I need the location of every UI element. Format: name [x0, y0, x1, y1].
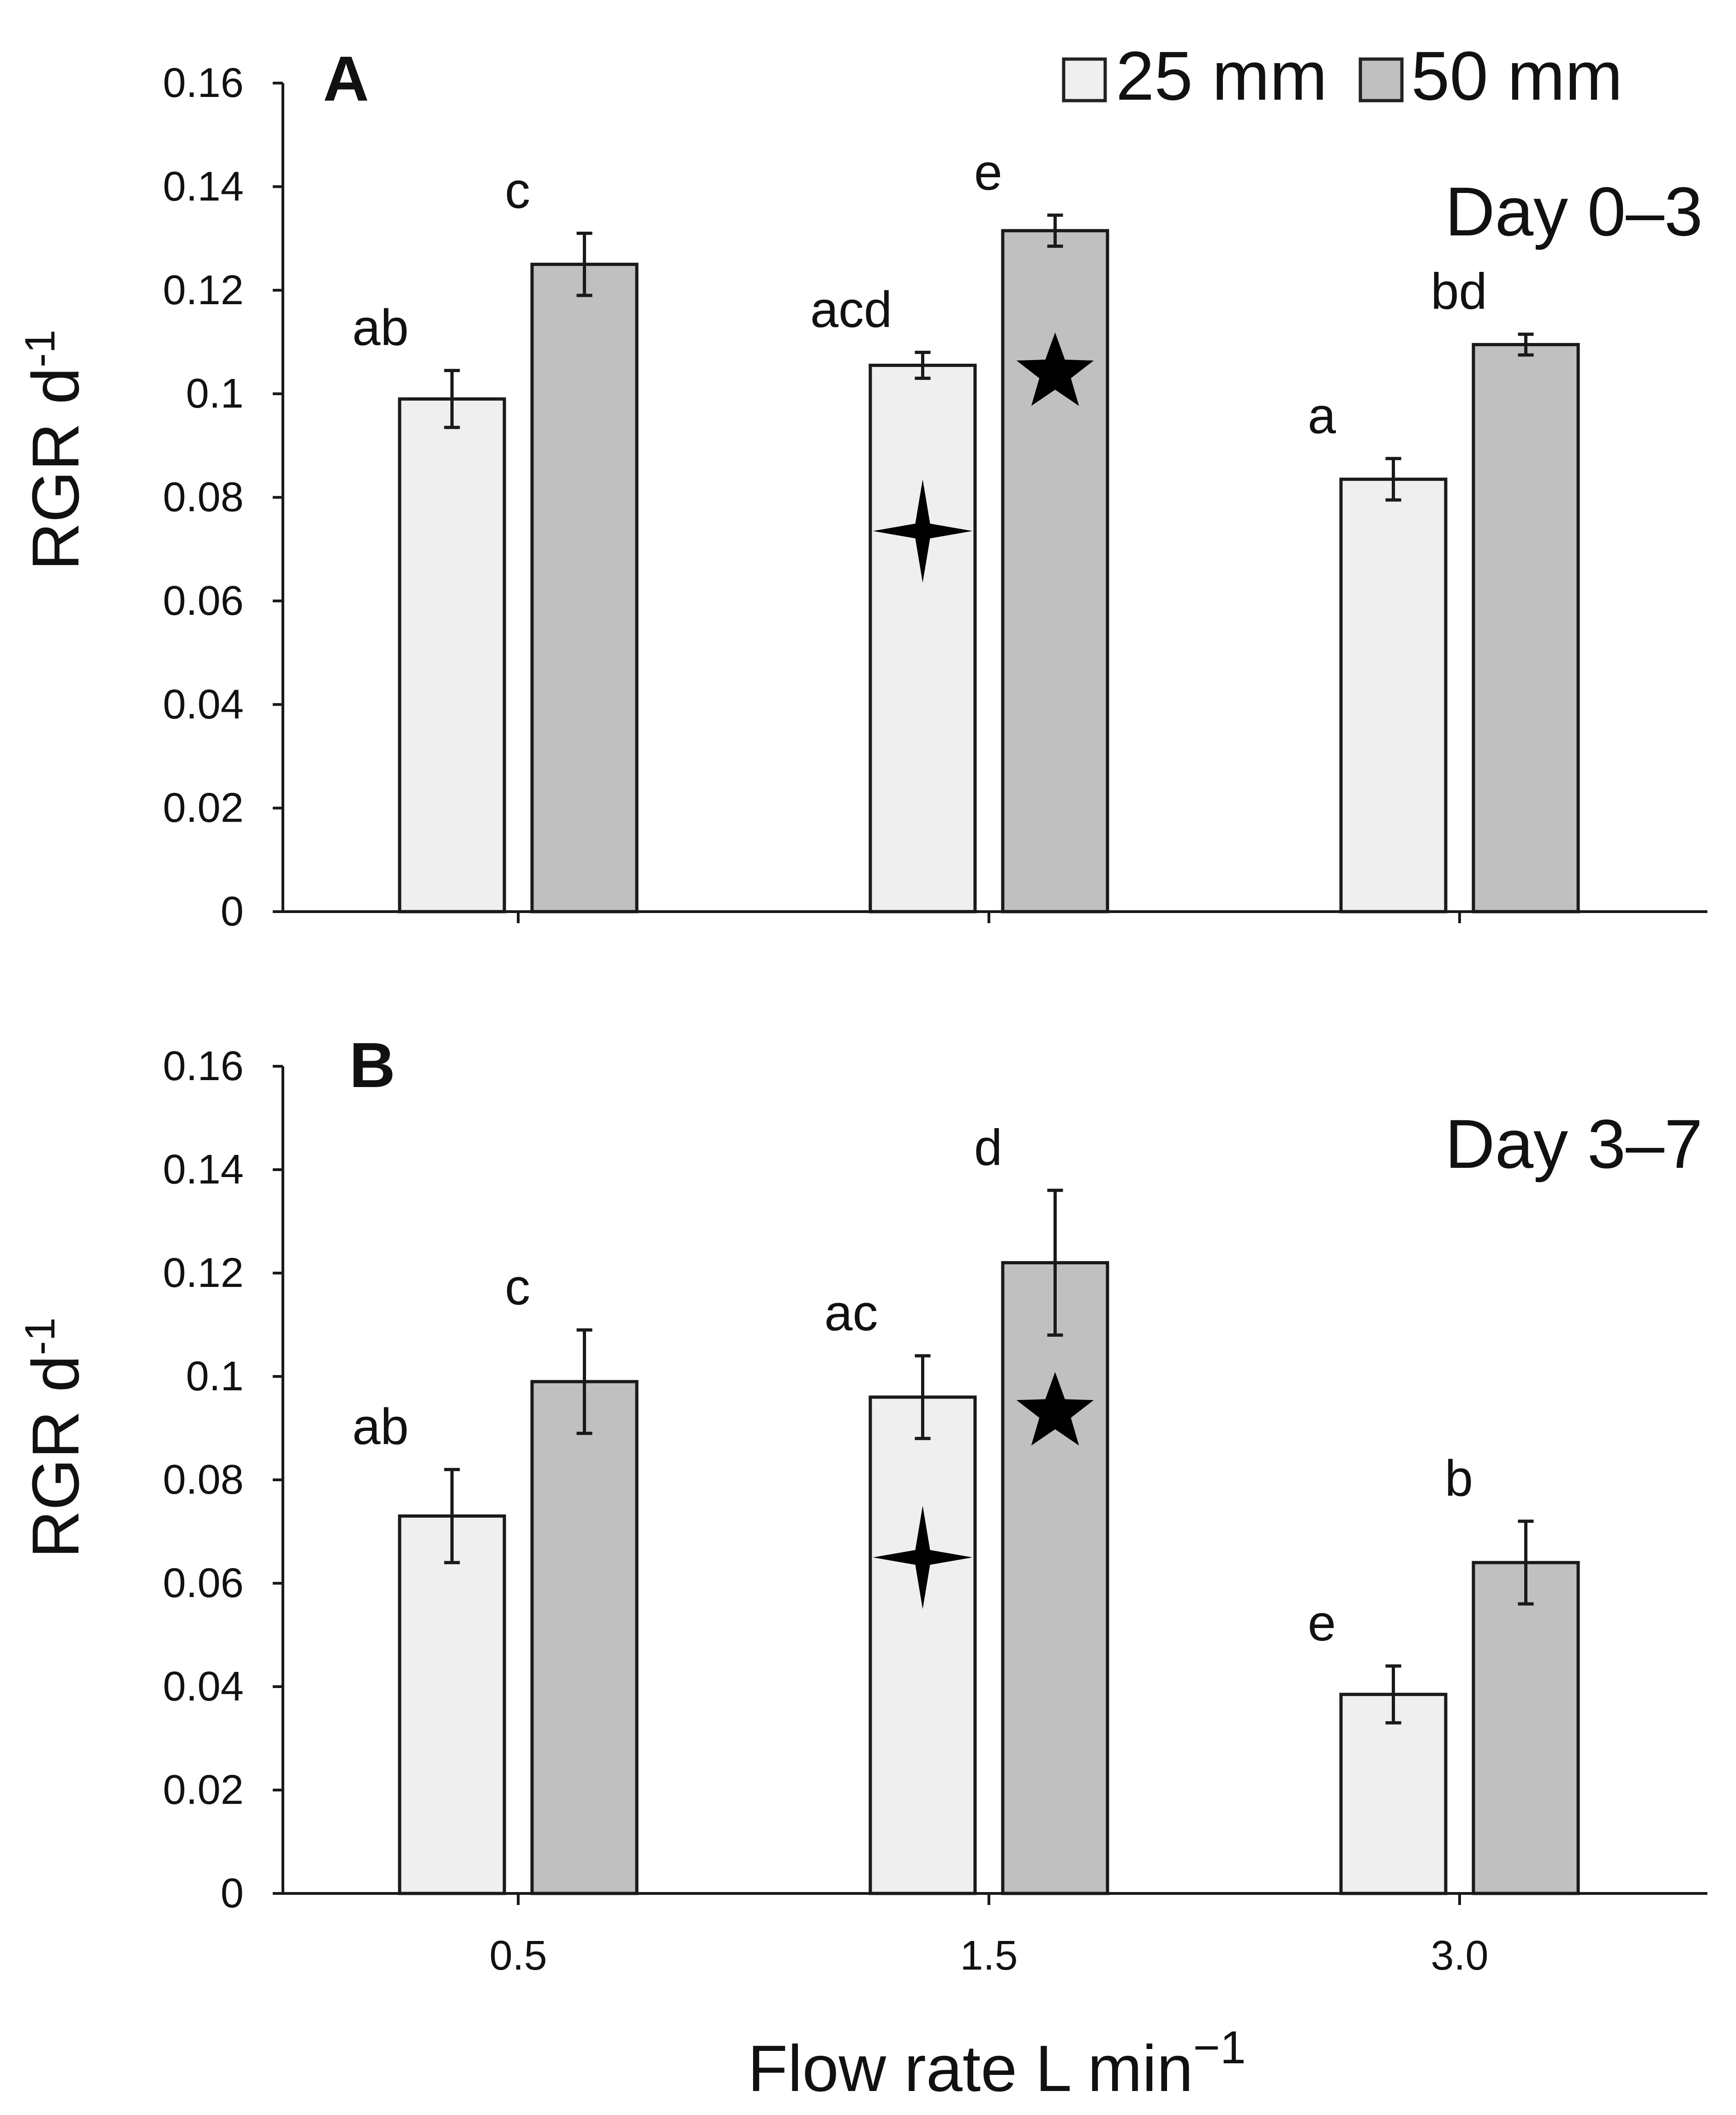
bar: [868, 363, 977, 913]
plot-area-a: 0 0.02 0.04 0.06 0.08 0.1 0.12 0.14 0.16 ab acd a c e…: [163, 60, 1707, 935]
x-axis-title: Flow rate L min−1: [748, 2022, 1245, 2105]
significance-letter: ab: [352, 300, 408, 356]
significance-letter: acd: [810, 281, 892, 338]
y-tick-label: 0.12: [163, 1250, 244, 1296]
y-tick-label: 0.1: [186, 1353, 244, 1400]
y-tick-label: 0.02: [163, 1767, 244, 1813]
legend-label-50mm: 50 mm: [1411, 37, 1622, 114]
panel-label-b: B: [349, 1030, 395, 1101]
five-point-star-marker: [1016, 332, 1094, 406]
significance-letter: bd: [1431, 263, 1487, 320]
y-tick-label: 0.1: [186, 371, 244, 417]
bar: [530, 1380, 639, 1895]
bar: [1339, 1693, 1448, 1895]
y-tick-label: 0.06: [163, 1560, 244, 1606]
y-tick-label: 0.14: [163, 163, 244, 210]
y-axis-label-b-text: RGR d: [18, 1355, 93, 1558]
bar: [1001, 1261, 1109, 1895]
panel-b: B Day 3–7 RGR d-1 0 0.02 0.04 0.06 0.08 0.1 0.…: [17, 1030, 1707, 1979]
y-tick-label: 0.08: [163, 1457, 244, 1503]
x-tick-label: 0.5: [489, 1933, 547, 1979]
four-point-star-marker: [873, 1506, 973, 1609]
legend-label-25mm: 25 mm: [1116, 37, 1327, 114]
y-tick-label: 0.06: [163, 578, 244, 624]
x-axis-title-sup: −1: [1193, 2022, 1246, 2073]
panel-label-a: A: [323, 43, 369, 114]
x-tick-label: 3.0: [1431, 1933, 1488, 1979]
bar: [398, 1514, 506, 1895]
legend-swatch-50mm: [1359, 57, 1404, 102]
y-tick-label: 0: [221, 889, 244, 935]
bar: [1472, 1561, 1580, 1895]
period-label-a: Day 0–3: [1445, 173, 1703, 250]
bar: [1472, 343, 1580, 913]
significance-letter: c: [505, 162, 530, 219]
y-tick-label: 0.02: [163, 785, 244, 831]
period-label-b: Day 3–7: [1445, 1105, 1703, 1183]
y-axis-label-a: RGR d-1: [17, 330, 93, 571]
y-tick-label: 0.04: [163, 681, 244, 727]
significance-letter: a: [1308, 387, 1336, 444]
y-axis-label-b: RGR d-1: [17, 1317, 93, 1558]
panel-a: A Day 0–3 RGR d-1 0 0.02 0.04 0.06 0.08 0.1 0.…: [17, 43, 1707, 935]
significance-letter: c: [505, 1259, 530, 1316]
y-axis-label-a-text: RGR d: [18, 367, 93, 571]
significance-letter: ac: [824, 1285, 878, 1341]
x-axis-title-text: Flow rate L min: [748, 2032, 1193, 2105]
bar: [530, 263, 639, 913]
y-tick-label: 0.16: [163, 1043, 244, 1089]
plot-area-b: 0 0.02 0.04 0.06 0.08 0.1 0.12 0.14 0.16 ab ac e c d b…: [163, 1043, 1707, 1979]
y-tick-label: 0: [221, 1870, 244, 1917]
significance-letter: d: [974, 1119, 1002, 1176]
y-tick-label: 0.12: [163, 267, 244, 313]
legend: 25 mm 50 mm: [1062, 37, 1622, 114]
bar: [398, 397, 506, 913]
legend-swatch-25mm: [1062, 57, 1107, 102]
significance-letter: b: [1445, 1450, 1473, 1507]
x-tick-label: 1.5: [960, 1933, 1018, 1979]
y-axis-label-a-sup: -1: [17, 330, 64, 367]
significance-letter: ab: [352, 1399, 408, 1455]
y-axis-label-b-sup: -1: [17, 1317, 64, 1355]
y-tick-label: 0.14: [163, 1147, 244, 1193]
y-tick-label: 0.16: [163, 60, 244, 106]
y-tick-label: 0.04: [163, 1664, 244, 1710]
significance-letter: e: [1308, 1595, 1336, 1652]
five-point-star-marker: [1016, 1372, 1094, 1446]
bar: [1339, 477, 1448, 913]
bar: [868, 1395, 977, 1895]
y-tick-label: 0.08: [163, 475, 244, 521]
significance-letter: e: [974, 144, 1002, 201]
four-point-star-marker: [873, 479, 973, 583]
